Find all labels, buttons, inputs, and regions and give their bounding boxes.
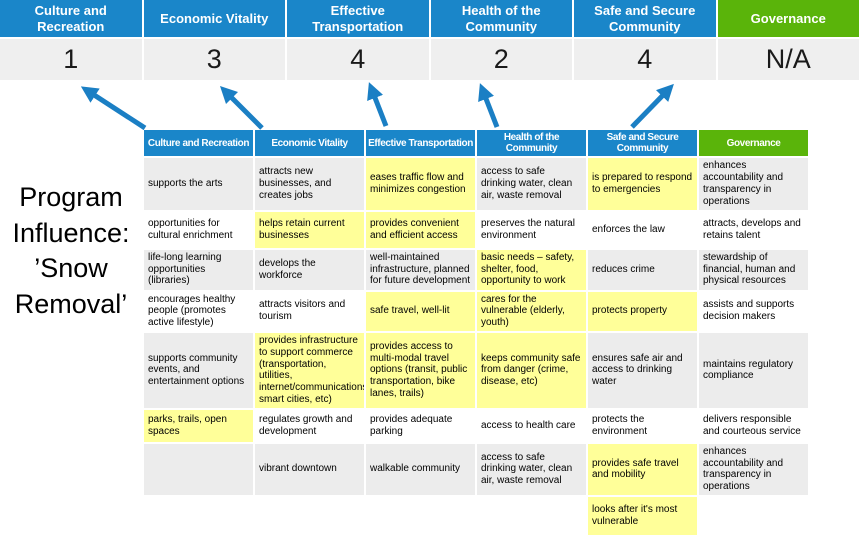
up-arrow-icon	[483, 91, 497, 127]
matrix-cell: access to safe drinking water, clean air…	[477, 158, 586, 209]
matrix-cell-highlighted: basic needs – safety, shelter, food, opp…	[477, 250, 586, 290]
matrix-row: supports community events, and entertain…	[144, 333, 808, 408]
matrix-cell: delivers responsible and courteous servi…	[699, 410, 808, 442]
matrix-row: encourages healthy people (promotes acti…	[144, 292, 808, 331]
matrix-column-header: Governance	[699, 130, 808, 156]
matrix-cell-highlighted: helps retain current businesses	[255, 212, 364, 248]
matrix-cell	[699, 497, 808, 535]
matrix-cell: opportunities for cultural enrichment	[144, 212, 253, 248]
matrix-cell-highlighted: provides convenient and efficient access	[366, 212, 475, 248]
up-arrow-icon	[632, 90, 668, 127]
matrix-cell-highlighted: looks after it's most vulnerable	[588, 497, 697, 535]
priority-header-cell: Effective Transportation	[287, 0, 429, 37]
matrix-cell-highlighted: provides safe travel and mobility	[588, 444, 697, 495]
matrix-cell-highlighted: parks, trails, open spaces	[144, 410, 253, 442]
matrix-cell: access to safe drinking water, clean air…	[477, 444, 586, 495]
matrix-cell: attracts visitors and tourism	[255, 292, 364, 331]
priority-score-value: 3	[144, 39, 286, 80]
priority-score-value: 2	[431, 39, 573, 80]
priority-header-cell: Economic Vitality	[144, 0, 286, 37]
matrix-cell-highlighted: eases traffic flow and minimizes congest…	[366, 158, 475, 209]
matrix-cell: develops the workforce	[255, 250, 364, 290]
matrix-cell: supports the arts	[144, 158, 253, 209]
matrix-cell: assists and supports decision makers	[699, 292, 808, 331]
matrix-cell: enhances accountability and transparency…	[699, 158, 808, 209]
matrix-column-header: Effective Transportation	[366, 130, 475, 156]
matrix-cell: vibrant downtown	[255, 444, 364, 495]
priority-header-cell: Health of the Community	[431, 0, 573, 37]
priority-score-value: 1	[0, 39, 142, 80]
priority-score-value: 4	[287, 39, 429, 80]
matrix-cell	[366, 497, 475, 535]
matrix-cell	[477, 497, 586, 535]
matrix-cell: encourages healthy people (promotes acti…	[144, 292, 253, 331]
matrix-cell-highlighted: safe travel, well-lit	[366, 292, 475, 331]
matrix-cell: reduces crime	[588, 250, 697, 290]
program-title-line: Influence:	[0, 216, 142, 252]
matrix-cell: stewardship of financial, human and phys…	[699, 250, 808, 290]
matrix-cell: regulates growth and development	[255, 410, 364, 442]
matrix-cell: attracts new businesses, and creates job…	[255, 158, 364, 209]
program-title-line: ’Snow	[0, 251, 142, 287]
matrix-column-header: Economic Vitality	[255, 130, 364, 156]
up-arrow-icon	[226, 92, 262, 128]
matrix-cell: supports community events, and entertain…	[144, 333, 253, 408]
matrix-cell-highlighted: cares for the vulnerable (elderly, youth…	[477, 292, 586, 331]
program-title-line: Program	[0, 180, 142, 216]
priority-header-cell: Safe and Secure Community	[574, 0, 716, 37]
matrix-cell: enforces the law	[588, 212, 697, 248]
matrix-cell: access to health care	[477, 410, 586, 442]
matrix-cell: preserves the natural environment	[477, 212, 586, 248]
matrix-column-header: Culture and Recreation	[144, 130, 253, 156]
matrix-cell	[255, 497, 364, 535]
program-influence-title: Program Influence: ’Snow Removal’	[0, 180, 142, 323]
matrix-column-header: Health of the Community	[477, 130, 586, 156]
matrix-cell: provides adequate parking	[366, 410, 475, 442]
priority-header-cell: Culture and Recreation	[0, 0, 142, 37]
matrix-column-header: Safe and Secure Community	[588, 130, 697, 156]
matrix-cell: protects the environment	[588, 410, 697, 442]
matrix-cell: life-long learning opportunities (librar…	[144, 250, 253, 290]
matrix-cell-highlighted: provides access to multi-modal travel op…	[366, 333, 475, 408]
matrix-cell-highlighted: is prepared to respond to emergencies	[588, 158, 697, 209]
priority-score-value: 4	[574, 39, 716, 80]
up-arrow-icon	[372, 90, 386, 126]
matrix-cell: attracts, develops and retains talent	[699, 212, 808, 248]
matrix-cell: well-maintained infrastructure, planned …	[366, 250, 475, 290]
matrix-cell	[144, 497, 253, 535]
matrix-cell: enhances accountability and transparency…	[699, 444, 808, 495]
matrix-cell: maintains regulatory compliance	[699, 333, 808, 408]
matrix-row: looks after it's most vulnerable	[144, 497, 808, 535]
matrix-cell-highlighted: protects property	[588, 292, 697, 331]
matrix-cell: ensures safe air and access to drinking …	[588, 333, 697, 408]
program-title-line: Removal’	[0, 287, 142, 323]
matrix-row: life-long learning opportunities (librar…	[144, 250, 808, 290]
priority-score-value: N/A	[718, 39, 859, 80]
matrix-cell-highlighted: keeps community safe from danger (crime,…	[477, 333, 586, 408]
matrix-cell-highlighted: provides infrastructure to support comme…	[255, 333, 364, 408]
matrix-cell: walkable community	[366, 444, 475, 495]
priority-header-cell: Governance	[718, 0, 859, 37]
up-arrow-icon	[88, 91, 145, 128]
matrix-cell	[144, 444, 253, 495]
